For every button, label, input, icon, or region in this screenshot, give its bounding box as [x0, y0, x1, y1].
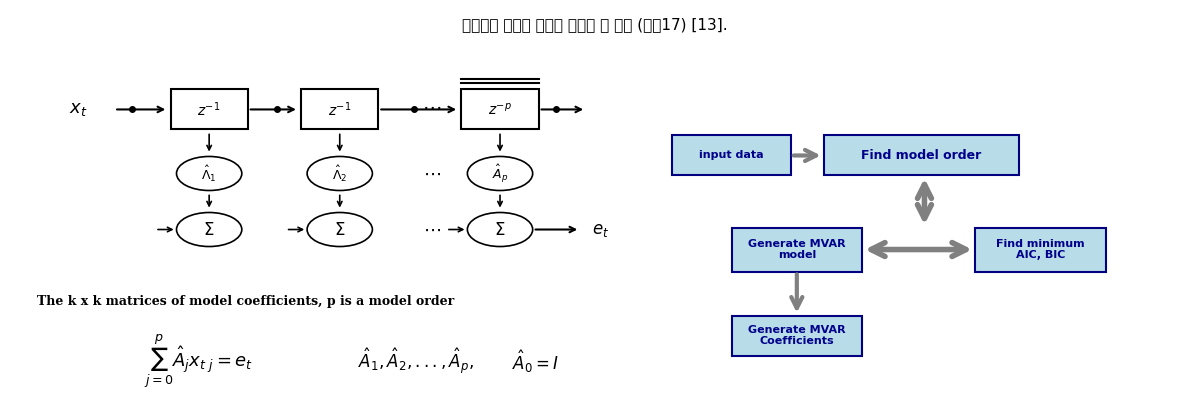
Text: $\Sigma$: $\Sigma$ [203, 220, 215, 239]
Ellipse shape [307, 212, 372, 247]
Text: $\hat{\Lambda}_1$: $\hat{\Lambda}_1$ [201, 163, 217, 183]
Text: $\hat{A}_1, \hat{A}_2, ..., \hat{A}_p,$: $\hat{A}_1, \hat{A}_2, ..., \hat{A}_p,$ [357, 347, 474, 376]
FancyBboxPatch shape [301, 89, 378, 129]
Ellipse shape [468, 212, 533, 247]
Text: Generate MVAR
Coefficients: Generate MVAR Coefficients [749, 325, 846, 346]
Text: Generate MVAR
model: Generate MVAR model [749, 239, 846, 260]
Text: $\hat{A}_p$: $\hat{A}_p$ [491, 162, 508, 185]
Ellipse shape [307, 156, 372, 191]
Ellipse shape [176, 156, 242, 191]
Ellipse shape [468, 156, 533, 191]
Text: The k x k matrices of model coefficients, p is a model order: The k x k matrices of model coefficients… [37, 295, 455, 308]
Ellipse shape [176, 212, 242, 247]
Text: $\hat{\Lambda}_2$: $\hat{\Lambda}_2$ [332, 163, 347, 183]
Text: input data: input data [700, 150, 764, 160]
Text: $e_t$: $e_t$ [593, 220, 609, 239]
Text: $z^{-1}$: $z^{-1}$ [328, 100, 351, 119]
FancyBboxPatch shape [672, 135, 791, 175]
FancyBboxPatch shape [170, 89, 248, 129]
Text: $\cdots$: $\cdots$ [422, 164, 440, 183]
Text: $x_t$: $x_t$ [69, 100, 88, 118]
Text: $\cdots$: $\cdots$ [422, 98, 441, 117]
Text: $\Sigma$: $\Sigma$ [334, 220, 345, 239]
FancyBboxPatch shape [462, 89, 539, 129]
FancyBboxPatch shape [732, 228, 862, 272]
FancyBboxPatch shape [975, 228, 1106, 272]
Text: $\cdots$: $\cdots$ [422, 220, 440, 239]
Text: $\sum_{j=0}^{p}\hat{A}_j x_{t\ j} = e_t$: $\sum_{j=0}^{p}\hat{A}_j x_{t\ j} = e_t$ [144, 333, 253, 391]
Text: 영역간의 인과성 관계를 관찰할 수 있음 (그림17) [13].: 영역간의 인과성 관계를 관찰할 수 있음 (그림17) [13]. [462, 17, 728, 32]
FancyBboxPatch shape [823, 135, 1020, 175]
Text: $z^{-p}$: $z^{-p}$ [488, 102, 512, 117]
Text: $\hat{A}_0 = I$: $\hat{A}_0 = I$ [512, 348, 559, 375]
FancyBboxPatch shape [732, 316, 862, 355]
Text: $z^{-1}$: $z^{-1}$ [198, 100, 221, 119]
Text: Find minimum
AIC, BIC: Find minimum AIC, BIC [996, 239, 1084, 260]
Text: Find model order: Find model order [862, 149, 982, 162]
Text: $\Sigma$: $\Sigma$ [494, 220, 506, 239]
